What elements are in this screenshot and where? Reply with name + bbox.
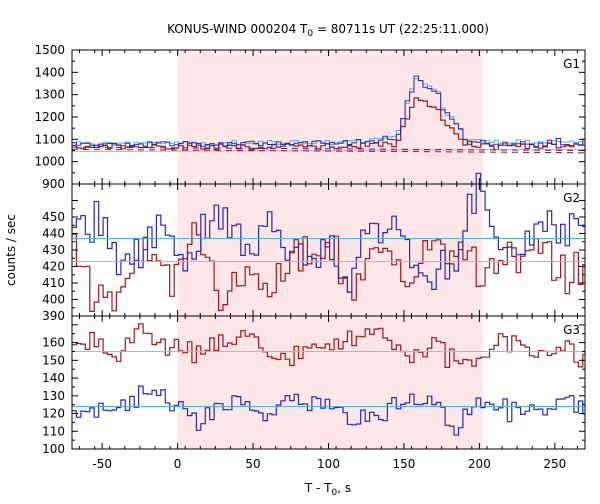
panel-label-G3: G3	[563, 323, 580, 337]
dashed-level-blue-G1	[71, 146, 586, 151]
y-tick-label-G1: 1500	[34, 43, 65, 57]
y-tick-label-G3: 110	[42, 424, 65, 438]
y-tick-label-G2: 420	[42, 260, 65, 274]
y-tick-label-G3: 120	[42, 407, 65, 421]
x-tick-label: 0	[174, 457, 182, 471]
y-tick-label-G3: 150	[42, 353, 65, 367]
y-tick-label-G2: 440	[42, 227, 65, 241]
y-tick-label-G2: 400	[42, 293, 65, 307]
x-tick-label: 100	[317, 457, 340, 471]
series-G2-red	[72, 222, 585, 312]
series-G3-red	[72, 323, 585, 368]
x-tick-label: -50	[92, 457, 112, 471]
y-tick-label-G3: 160	[42, 336, 65, 350]
x-tick-label: 250	[543, 457, 566, 471]
series-G1-blue	[72, 75, 585, 148]
y-tick-label-G1: 900	[42, 177, 65, 191]
y-tick-label-G3: 130	[42, 389, 65, 403]
y-tick-label-G2: 390	[42, 309, 65, 323]
series-G2-blue	[72, 172, 585, 293]
y-tick-label-G2: 430	[42, 243, 65, 257]
y-tick-label-G2: 450	[42, 210, 65, 224]
panel-labels: G1 G2 G3	[563, 57, 580, 337]
background-fit-G1	[71, 148, 586, 153]
dashed-level-red-G1	[71, 148, 586, 154]
y-tick-label-G1: 1400	[34, 65, 65, 79]
series-group	[71, 75, 586, 436]
shaded-interval-G1	[177, 50, 483, 184]
y-tick-label-G2: 410	[42, 276, 65, 290]
x-tick-label: 200	[468, 457, 491, 471]
y-tick-label-G1: 1000	[34, 155, 65, 169]
panel-label-G2: G2	[563, 191, 580, 205]
chart-title: KONUS-WIND 000204 T0 = 80711s UT (22:25:…	[167, 22, 489, 39]
tick-group: 9001000110012001300140015003904004104204…	[34, 43, 585, 471]
x-tick-label: 50	[245, 457, 260, 471]
y-tick-label-G1: 1300	[34, 88, 65, 102]
y-tick-label-G3: 100	[42, 442, 65, 456]
y-axis-label: counts / sec	[4, 214, 18, 286]
panel-label-G1: G1	[563, 57, 580, 71]
y-tick-label-G1: 1200	[34, 110, 65, 124]
y-tick-label-G3: 140	[42, 371, 65, 385]
x-tick-label: 150	[392, 457, 415, 471]
y-tick-label-G1: 1100	[34, 132, 65, 146]
x-axis-label: T - T0, s	[304, 481, 351, 498]
series-G3-blue	[72, 385, 585, 436]
